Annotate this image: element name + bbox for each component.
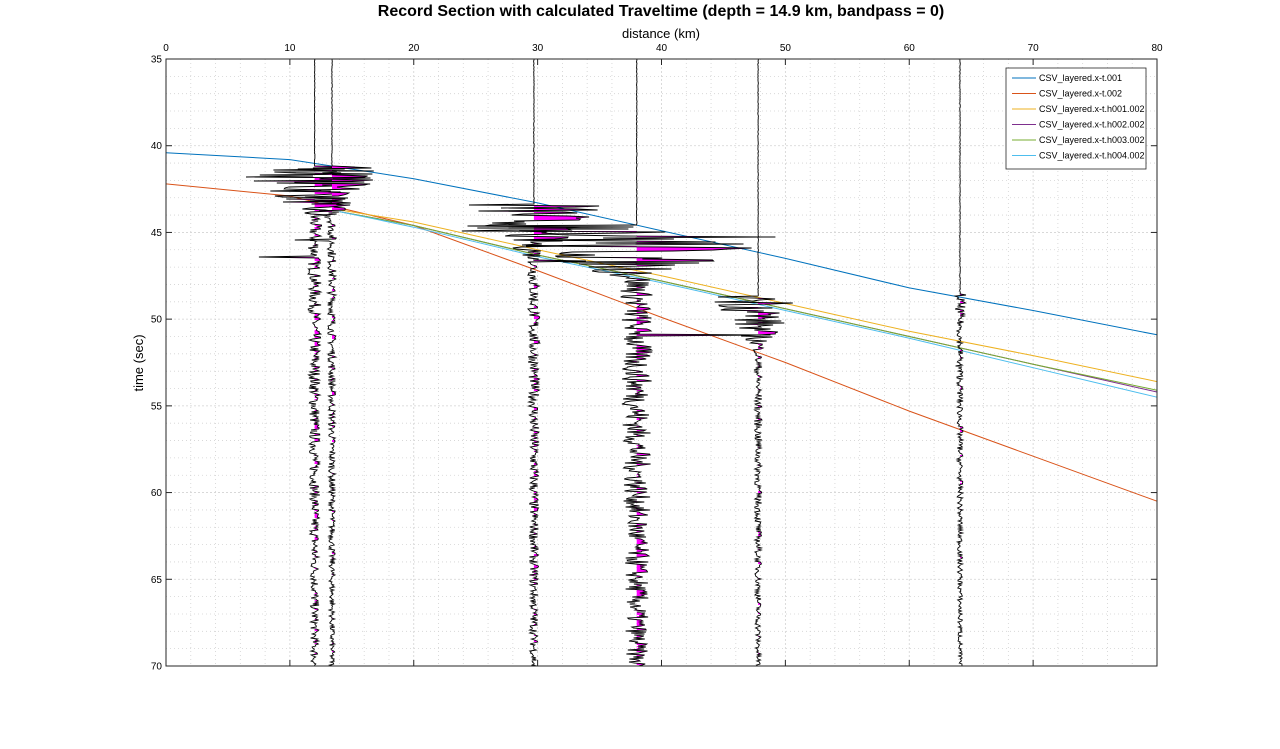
y-axis-label: time (sec) — [131, 334, 146, 391]
x-tick-label: 0 — [163, 43, 169, 54]
x-tick-label: 50 — [780, 43, 792, 54]
legend-label-6: CSV_layered.x-t.h004.002 — [1039, 151, 1145, 161]
legend-label-4: CSV_layered.x-t.h002.002 — [1039, 120, 1145, 130]
y-tick-label: 35 — [151, 55, 163, 66]
y-tick-label: 70 — [151, 662, 163, 673]
y-tick-label: 40 — [151, 141, 163, 152]
x-tick-label: 80 — [1151, 43, 1163, 54]
x-tick-label: 30 — [532, 43, 544, 54]
x-tick-label: 70 — [1028, 43, 1040, 54]
y-tick-label: 60 — [151, 488, 163, 499]
x-tick-label: 10 — [284, 43, 296, 54]
x-tick-label: 40 — [656, 43, 668, 54]
x-axis-label: distance (km) — [622, 26, 700, 41]
y-tick-label: 45 — [151, 228, 163, 239]
chart-title: Record Section with calculated Traveltim… — [378, 3, 944, 20]
legend-label-5: CSV_layered.x-t.h003.002 — [1039, 135, 1145, 145]
y-tick-label: 55 — [151, 401, 163, 412]
x-tick-label: 20 — [408, 43, 420, 54]
trace-fill — [637, 568, 641, 569]
legend-label-3: CSV_layered.x-t.h001.002 — [1039, 104, 1145, 114]
legend-label-2: CSV_layered.x-t.002 — [1039, 89, 1122, 99]
trace-fill — [534, 218, 580, 219]
legend: CSV_layered.x-t.001 CSV_layered.x-t.002 CS… — [1006, 68, 1146, 169]
trace-fill — [534, 317, 540, 318]
y-tick-label: 65 — [151, 575, 163, 586]
trace-fill — [534, 509, 538, 510]
x-tick-label: 60 — [904, 43, 916, 54]
y-tick-label: 50 — [151, 315, 163, 326]
legend-label-1: CSV_layered.x-t.001 — [1039, 73, 1122, 83]
